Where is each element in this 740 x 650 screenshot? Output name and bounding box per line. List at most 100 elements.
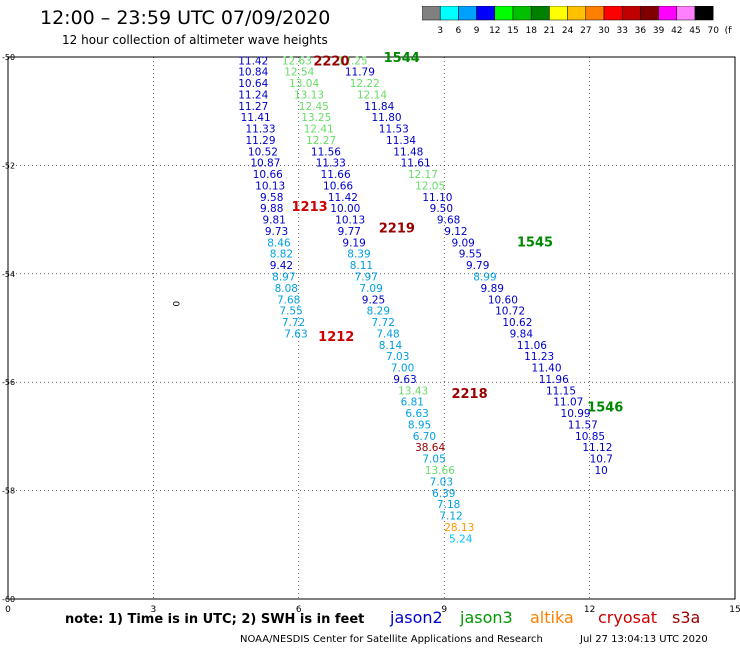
swh-data-point: 10 (594, 465, 607, 477)
swh-data-point: 7.72 (372, 317, 395, 329)
pass-number-label: 2219 (379, 222, 415, 237)
colorbar-label: 6 (456, 26, 462, 36)
colorbar-label: 39 (653, 26, 665, 36)
swh-data-point: 11.61 (401, 158, 431, 170)
swh-data-point: 12.27 (306, 135, 336, 147)
colorbar-label: 21 (544, 26, 555, 36)
colorbar-label: 45 (689, 26, 700, 36)
swh-data-point: 9.63 (393, 374, 416, 386)
swh-data-point: 11.23 (524, 351, 554, 363)
swh-data-point: 9.55 (459, 249, 482, 261)
swh-data-point: 9.79 (466, 260, 489, 272)
swh-data-point: 10.87 (250, 158, 280, 170)
swh-data-point: 7.05 (422, 454, 445, 466)
swh-data-point: 9.12 (444, 226, 467, 238)
colorbar-label: 15 (507, 26, 518, 36)
colorbar-label: 30 (598, 26, 610, 36)
swh-data-point: 11.29 (245, 135, 275, 147)
swh-data-point: 11.40 (531, 363, 561, 375)
footer-credit: NOAA/NESDIS Center for Satellite Applica… (240, 634, 543, 645)
x-tick-label: 9 (441, 605, 447, 615)
swh-data-point: 7.63 (284, 328, 307, 340)
swh-data-point: 7.72 (282, 317, 305, 329)
pass-number-label: 2220 (313, 54, 349, 69)
swh-data-point: 8.82 (270, 249, 293, 261)
y-tick-label: -54 (2, 270, 15, 279)
x-tick-label: 3 (151, 605, 157, 615)
swh-data-point: 12.25 (338, 55, 368, 67)
swh-data-point: 9.73 (265, 226, 288, 238)
swh-data-point: 10.72 (495, 306, 525, 318)
swh-data-point: 7.12 (439, 511, 462, 523)
swh-data-point: 7.00 (391, 363, 414, 375)
pass-number-label: 1545 (517, 235, 553, 250)
swh-data-point: 11.48 (393, 146, 423, 158)
swh-data-point: 9.81 (262, 215, 285, 227)
swh-data-point: 9.68 (437, 215, 460, 227)
swh-data-point: 11.96 (539, 374, 569, 386)
swh-data-point: 11.57 (568, 419, 598, 431)
swh-data-point: 6.39 (432, 488, 455, 500)
swh-data-point: 10.52 (248, 146, 278, 158)
swh-data-point: 7.09 (359, 283, 382, 295)
swh-data-point: 11.80 (372, 112, 402, 124)
swh-data-point: 8.95 (408, 419, 431, 431)
y-tick-label: -52 (2, 161, 15, 170)
swh-data-point: 10.85 (575, 431, 605, 443)
colorbar-label: 3 (437, 26, 443, 36)
swh-data-point: 9.25 (362, 294, 385, 306)
swh-data-point: 12.45 (299, 101, 329, 113)
y-tick-label: -50 (2, 53, 15, 62)
swh-data-point: 38.64 (415, 442, 445, 454)
pass-number-label: 1212 (318, 330, 354, 345)
swh-data-point: 6.70 (413, 431, 436, 443)
swh-data-point: 9.50 (430, 203, 453, 215)
swh-data-point: 7.48 (376, 328, 399, 340)
colorbar-label: 42 (671, 26, 682, 36)
y-tick-label: -60 (2, 595, 15, 604)
x-tick-label: 6 (296, 605, 302, 615)
chart-title: 12:00 – 23:59 UTC 07/09/2020 (40, 7, 331, 29)
swh-data-point: 7.97 (355, 272, 378, 284)
swh-data-point: 13.13 (294, 89, 324, 101)
swh-data-point: 12.22 (350, 78, 380, 90)
colorbar-label: 27 (580, 26, 591, 36)
swh-data-point: 11.12 (582, 442, 612, 454)
swh-data-point: 11.07 (553, 397, 583, 409)
swh-data-point: 11.79 (345, 67, 375, 79)
legend-jason3: jason3 (460, 608, 513, 627)
swh-data-point: 9.09 (451, 237, 474, 249)
swh-data-point: 11.10 (422, 192, 452, 204)
swh-data-point: 10.66 (253, 169, 283, 181)
swh-data-point: 10.00 (330, 203, 360, 215)
colorbar-label: 24 (562, 26, 574, 36)
swh-data-point: 12.14 (357, 89, 387, 101)
swh-data-point: 10.13 (335, 215, 365, 227)
swh-data-point: 7.18 (437, 499, 460, 511)
swh-data-point: 11.66 (321, 169, 351, 181)
stray-label: 0 (170, 301, 180, 307)
x-tick-label: 12 (584, 605, 595, 615)
swh-data-point: 10.84 (238, 67, 268, 79)
y-tick-label: -56 (2, 378, 15, 387)
swh-data-point: 7.03 (430, 476, 453, 488)
y-tick-label: -58 (2, 487, 15, 496)
swh-data-point: 6.81 (401, 397, 424, 409)
pass-number-label: 2218 (451, 387, 487, 402)
pass-number-label: 1213 (292, 200, 328, 215)
swh-data-point: 12.17 (408, 169, 438, 181)
swh-data-point: 9.88 (260, 203, 283, 215)
colorbar-label: 9 (474, 26, 480, 36)
swh-data-point: 9.77 (338, 226, 361, 238)
swh-data-point: 10.99 (561, 408, 591, 420)
swh-data-point: 7.03 (386, 351, 409, 363)
swh-data-point: 11.33 (245, 124, 275, 136)
swh-data-point: 7.68 (277, 294, 300, 306)
swh-data-point: 11.27 (238, 101, 268, 113)
swh-data-point: 11.42 (328, 192, 358, 204)
swh-data-point: 11.24 (238, 89, 268, 101)
swh-data-point: 8.97 (272, 272, 295, 284)
footer-timestamp: Jul 27 13:04:13 UTC 2020 (580, 634, 708, 645)
swh-data-point: 10.66 (323, 180, 353, 192)
